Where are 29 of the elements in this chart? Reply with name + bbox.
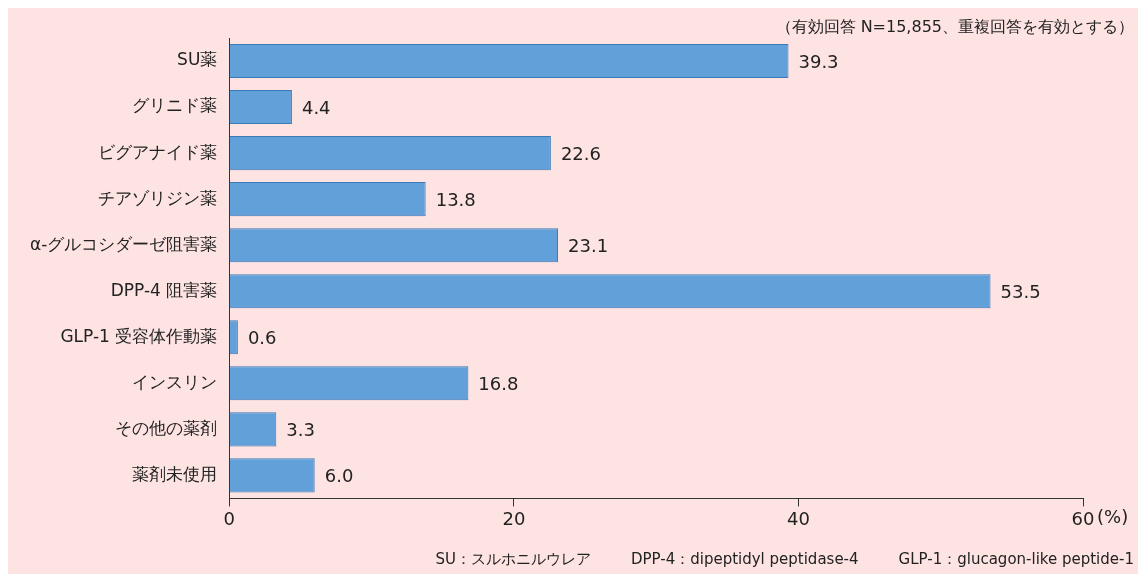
y-tick-label: GLP-1 受容体作動薬 [60,325,218,346]
y-tick-label: ビグアナイド薬 [98,141,218,162]
x-tick-label: 60 [1071,507,1095,529]
data-label: 0.6 [247,326,277,348]
data-label: 13.8 [435,188,476,210]
text: GLP-1：glucagon-like peptide-1 [898,550,1134,568]
data-label: 6.0 [324,465,354,487]
data-label: 16.8 [478,372,519,394]
y-tick-label: 薬剤未使用 [132,463,218,484]
y-tick-label: その他の薬剤 [115,417,218,438]
data-label: 3.3 [286,419,315,441]
data-label: 22.6 [560,142,601,164]
data-label: 39.3 [798,50,839,72]
y-tick-label: SU薬 [177,49,218,70]
y-tick-label: DPP-4 阻害薬 [110,279,218,300]
data-label: 53.5 [1000,280,1041,302]
x-axis-title: (%) [1097,506,1129,528]
text: DPP-4：dipeptidyl peptidase-4 [630,550,859,568]
y-tick-label: グリニド薬 [132,95,218,116]
data-label: 4.4 [301,96,331,118]
data-label: 23.1 [568,234,609,256]
y-tick-label: チアゾリジン薬 [98,187,218,208]
x-tick-label: 20 [502,507,526,529]
x-tick-label: 40 [786,507,810,529]
y-tick-label: α-グルコシダーゼ阻害薬 [30,233,218,254]
text: （有効回答 N=15,855、重複回答を有効とする） [775,17,1134,36]
x-tick-label: 0 [223,507,236,529]
y-tick-label: インスリン [132,371,218,392]
text: SU：スルホニルウレア [435,550,591,568]
